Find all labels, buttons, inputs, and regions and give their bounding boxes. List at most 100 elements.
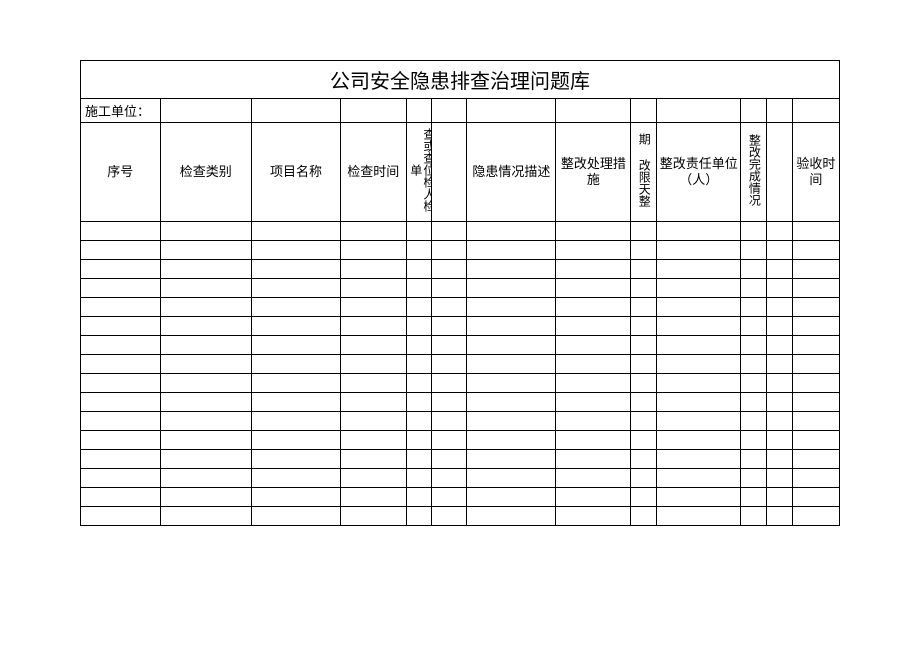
table-row: [81, 487, 840, 506]
col-header-seq: 序号: [81, 123, 161, 222]
data-cell: [251, 506, 340, 525]
empty-cell: [340, 99, 406, 123]
data-cell: [340, 373, 406, 392]
data-cell: [631, 240, 657, 259]
data-cell: [657, 487, 741, 506]
data-cell: [160, 430, 251, 449]
data-cell: [556, 430, 631, 449]
data-cell: [657, 392, 741, 411]
col-header-checker: 查或查位检人检单: [406, 123, 432, 222]
data-cell: [432, 316, 467, 335]
data-cell: [251, 240, 340, 259]
data-cell: [631, 278, 657, 297]
header-row: 序号 检查类别 项目名称 检查时间 查或查位检人检单 隐患情况描述 整改处理措施…: [81, 123, 840, 222]
data-cell: [741, 411, 767, 430]
unit-row: 施工单位：: [81, 99, 840, 123]
data-cell: [340, 411, 406, 430]
data-cell: [340, 354, 406, 373]
data-cell: [467, 468, 556, 487]
data-cell: [556, 221, 631, 240]
data-cell: [631, 411, 657, 430]
data-cell: [556, 240, 631, 259]
data-cell: [340, 468, 406, 487]
col-header-empty2: [767, 123, 793, 222]
data-cell: [251, 373, 340, 392]
data-cell: [792, 449, 839, 468]
data-cell: [340, 506, 406, 525]
data-cell: [251, 259, 340, 278]
data-cell: [467, 354, 556, 373]
data-cell: [340, 335, 406, 354]
data-cell: [432, 392, 467, 411]
col-header-responsible: 整改责任单位（人）: [657, 123, 741, 222]
data-cell: [81, 506, 161, 525]
data-cell: [160, 506, 251, 525]
data-cell: [251, 335, 340, 354]
data-cell: [432, 468, 467, 487]
data-cell: [631, 468, 657, 487]
data-cell: [81, 468, 161, 487]
data-cell: [657, 259, 741, 278]
data-cell: [160, 468, 251, 487]
col-header-completion: 整改完成情况: [741, 123, 767, 222]
data-cell: [406, 430, 432, 449]
data-cell: [556, 373, 631, 392]
empty-cell: [767, 99, 793, 123]
data-cell: [467, 297, 556, 316]
data-cell: [792, 335, 839, 354]
data-cell: [432, 354, 467, 373]
table-title: 公司安全隐患排查治理问题库: [81, 61, 840, 99]
data-cell: [767, 221, 793, 240]
data-cell: [406, 221, 432, 240]
data-cell: [251, 487, 340, 506]
data-cell: [406, 373, 432, 392]
data-cell: [340, 392, 406, 411]
table-row: [81, 240, 840, 259]
data-cell: [792, 354, 839, 373]
data-cell: [792, 316, 839, 335]
data-cell: [251, 392, 340, 411]
data-cell: [432, 449, 467, 468]
table-row: [81, 354, 840, 373]
data-cell: [432, 373, 467, 392]
table-row: [81, 278, 840, 297]
data-cell: [160, 373, 251, 392]
data-cell: [467, 487, 556, 506]
data-cell: [631, 392, 657, 411]
table-row: [81, 373, 840, 392]
data-cell: [432, 240, 467, 259]
data-cell: [160, 278, 251, 297]
data-cell: [741, 487, 767, 506]
data-cell: [657, 316, 741, 335]
data-cell: [767, 316, 793, 335]
empty-cell: [792, 99, 839, 123]
data-cell: [432, 487, 467, 506]
table-row: [81, 221, 840, 240]
data-cell: [467, 240, 556, 259]
data-cell: [741, 335, 767, 354]
data-cell: [81, 297, 161, 316]
data-cell: [406, 506, 432, 525]
data-cell: [556, 297, 631, 316]
data-cell: [251, 430, 340, 449]
data-cell: [160, 411, 251, 430]
data-cell: [792, 468, 839, 487]
empty-cell: [657, 99, 741, 123]
data-cell: [251, 221, 340, 240]
data-cell: [81, 316, 161, 335]
data-cell: [406, 278, 432, 297]
table-row: [81, 297, 840, 316]
data-cell: [657, 354, 741, 373]
data-cell: [406, 411, 432, 430]
data-cell: [741, 278, 767, 297]
data-cell: [81, 221, 161, 240]
data-cell: [767, 468, 793, 487]
data-cell: [340, 449, 406, 468]
table-row: [81, 506, 840, 525]
data-cell: [767, 373, 793, 392]
data-cell: [432, 430, 467, 449]
data-cell: [160, 259, 251, 278]
data-cell: [160, 221, 251, 240]
data-cell: [81, 373, 161, 392]
data-cell: [792, 430, 839, 449]
